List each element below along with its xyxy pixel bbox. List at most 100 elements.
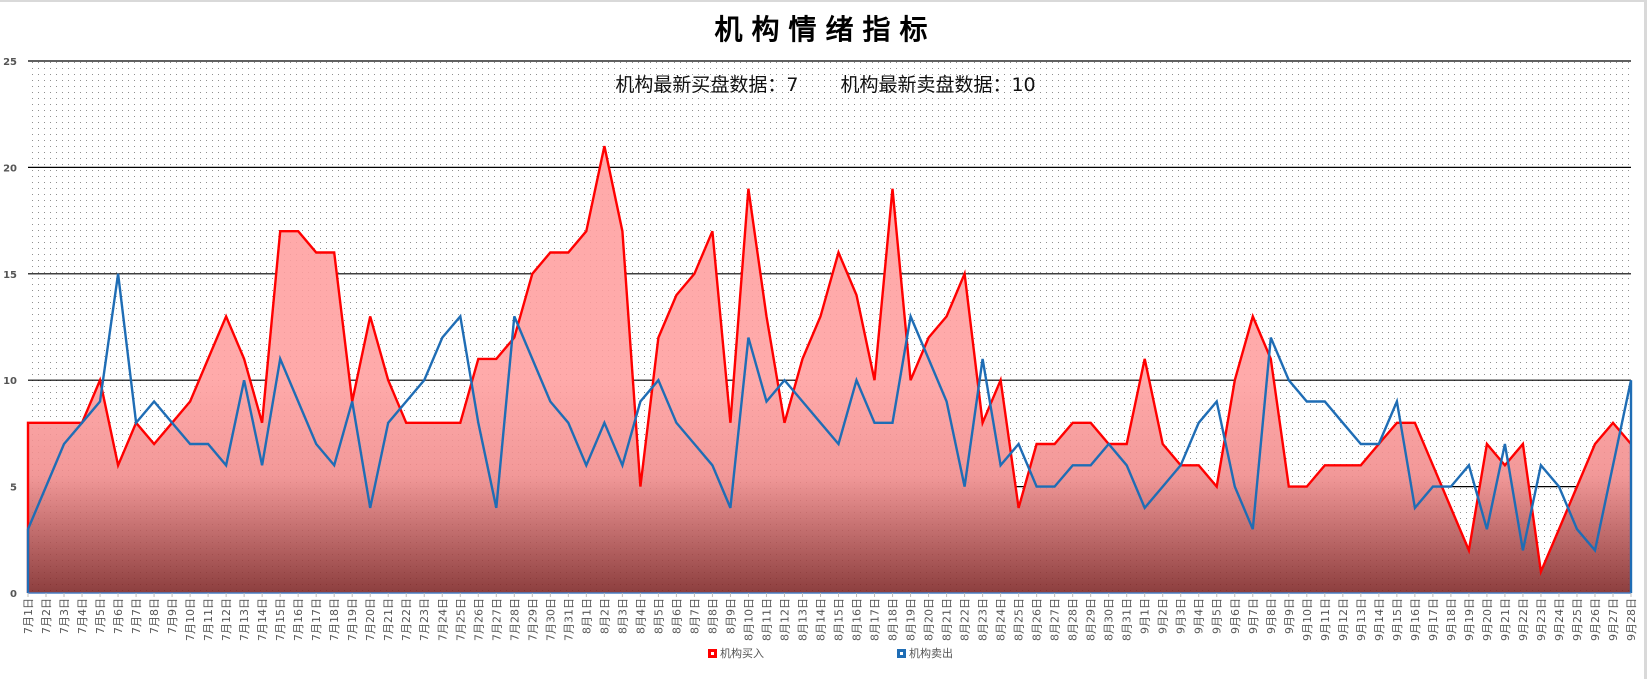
sell-value: 10 (1011, 74, 1036, 96)
x-tick-label: 9月9日 (1283, 598, 1296, 634)
legend-label-sell: 机构卖出 (909, 647, 953, 660)
x-tick-label: 9月8日 (1265, 598, 1278, 634)
x-tick-label: 9月13日 (1355, 598, 1368, 641)
x-tick-label: 7月4日 (76, 598, 89, 634)
x-tick-label: 7月28日 (508, 598, 521, 641)
buy-legend-marker-icon (708, 648, 717, 658)
x-tick-label: 9月12日 (1337, 598, 1350, 641)
x-tick-label: 7月17日 (310, 598, 323, 641)
x-tick-label: 9月7日 (1247, 598, 1260, 634)
x-tick-label: 8月22日 (959, 598, 972, 641)
x-tick-label: 7月12日 (220, 598, 233, 641)
legend-item-sell[interactable]: 机构卖出 (897, 645, 953, 661)
x-tick-label: 7月11日 (202, 598, 215, 641)
x-tick-label: 9月17日 (1427, 598, 1440, 641)
x-tick-label: 8月1日 (580, 598, 593, 634)
x-tick-label: 7月13日 (238, 598, 251, 641)
buy-area-series (26, 145, 1632, 593)
x-tick-label: 9月16日 (1409, 598, 1422, 641)
buy-value: 7 (786, 74, 799, 96)
y-tick-label: 25 (3, 57, 17, 68)
x-tick-label: 8月20日 (923, 598, 936, 641)
x-tick-label: 7月23日 (418, 598, 431, 641)
x-tick-label: 8月3日 (616, 598, 629, 634)
x-tick-label: 8月9日 (724, 598, 737, 634)
x-tick-label: 9月27日 (1607, 598, 1620, 641)
x-tick-label: 8月8日 (706, 598, 719, 634)
sell-label: 机构最新卖盘数据： (840, 74, 1012, 96)
x-tick-label: 8月23日 (977, 598, 990, 641)
x-tick-label: 8月27日 (1049, 598, 1062, 641)
x-tick-label: 7月29日 (526, 598, 539, 641)
y-tick-label: 0 (10, 589, 17, 600)
x-tick-label: 7月26日 (472, 598, 485, 641)
sell-legend-marker-icon (897, 648, 906, 658)
x-tick-label: 8月16日 (851, 598, 864, 641)
x-tick-label: 9月4日 (1193, 598, 1206, 634)
buy-label: 机构最新买盘数据： (615, 74, 787, 96)
x-tick-label: 9月24日 (1553, 598, 1566, 641)
y-axis: 0 5 10 15 20 25 (3, 57, 17, 600)
x-tick-label: 9月22日 (1517, 598, 1530, 641)
legend-item-buy[interactable]: 机构买入 (708, 645, 764, 661)
y-tick-label: 5 (10, 483, 17, 494)
x-tick-label: 8月30日 (1103, 598, 1116, 641)
x-tick-label: 8月5日 (652, 598, 665, 634)
x-tick-label: 9月28日 (1625, 598, 1638, 641)
x-tick-label: 9月3日 (1175, 598, 1188, 634)
x-tick-label: 8月15日 (833, 598, 846, 641)
x-tick-label: 9月15日 (1391, 598, 1404, 641)
x-tick-label: 7月8日 (148, 598, 161, 634)
x-tick-label: 8月14日 (814, 598, 827, 641)
chart-title: 机构情绪指标 (714, 13, 937, 46)
x-tick-label: 7月1日 (22, 598, 35, 634)
sell-line-series (26, 273, 1633, 593)
x-tick-label: 8月11日 (760, 598, 773, 641)
x-tick-label: 8月12日 (778, 598, 791, 641)
x-tick-label: 8月29日 (1085, 598, 1098, 641)
x-tick-label: 8月19日 (905, 598, 918, 641)
x-tick-label: 7月15日 (274, 598, 287, 641)
x-tick-label: 8月10日 (742, 598, 755, 641)
x-tick-label: 8月18日 (887, 598, 900, 641)
x-tick-label: 7月22日 (400, 598, 413, 641)
x-tick-label: 9月23日 (1535, 598, 1548, 641)
x-tick-label: 7月18日 (328, 598, 341, 641)
x-tick-label: 7月14日 (256, 598, 269, 641)
latest-data-summary: 机构最新买盘数据：7 机构最新卖盘数据：10 (0, 70, 1651, 97)
x-tick-label: 7月31日 (562, 598, 575, 641)
x-tick-label: 9月21日 (1499, 598, 1512, 641)
x-tick-label: 7月6日 (112, 598, 125, 634)
x-tick-label: 7月5日 (94, 598, 107, 634)
x-tick-label: 9月20日 (1481, 598, 1494, 641)
x-tick-label: 9月19日 (1463, 598, 1476, 641)
y-tick-label: 10 (3, 376, 17, 387)
x-tick-label: 9月5日 (1211, 598, 1224, 634)
x-tick-label: 8月17日 (869, 598, 882, 641)
x-tick-label: 8月25日 (1013, 598, 1026, 641)
y-tick-label: 20 (3, 163, 17, 174)
x-tick-label: 9月18日 (1445, 598, 1458, 641)
x-tick-label: 7月3日 (58, 598, 71, 634)
x-tick-label: 7月10日 (184, 598, 197, 641)
x-tick-label: 7月20日 (364, 598, 377, 641)
x-tick-label: 7月16日 (292, 598, 305, 641)
x-tick-label: 8月26日 (1031, 598, 1044, 641)
x-tick-label: 8月24日 (995, 598, 1008, 641)
x-tick-label: 7月19日 (346, 598, 359, 641)
x-tick-label: 7月24日 (436, 598, 449, 641)
x-tick-label: 9月14日 (1373, 598, 1386, 641)
x-tick-label: 7月7日 (130, 598, 143, 634)
x-tick-label: 8月31日 (1121, 598, 1134, 641)
x-tick-label: 7月9日 (166, 598, 179, 634)
x-tick-label: 9月2日 (1157, 598, 1170, 634)
x-tick-label: 7月21日 (382, 598, 395, 641)
x-tick-label: 7月30日 (544, 598, 557, 641)
x-tick-label: 8月4日 (634, 598, 647, 634)
x-tick-label: 7月27日 (490, 598, 503, 641)
x-tick-label: 8月13日 (796, 598, 809, 641)
x-tick-label: 9月6日 (1229, 598, 1242, 634)
x-tick-label: 9月26日 (1589, 598, 1602, 641)
x-tick-label: 8月7日 (688, 598, 701, 634)
